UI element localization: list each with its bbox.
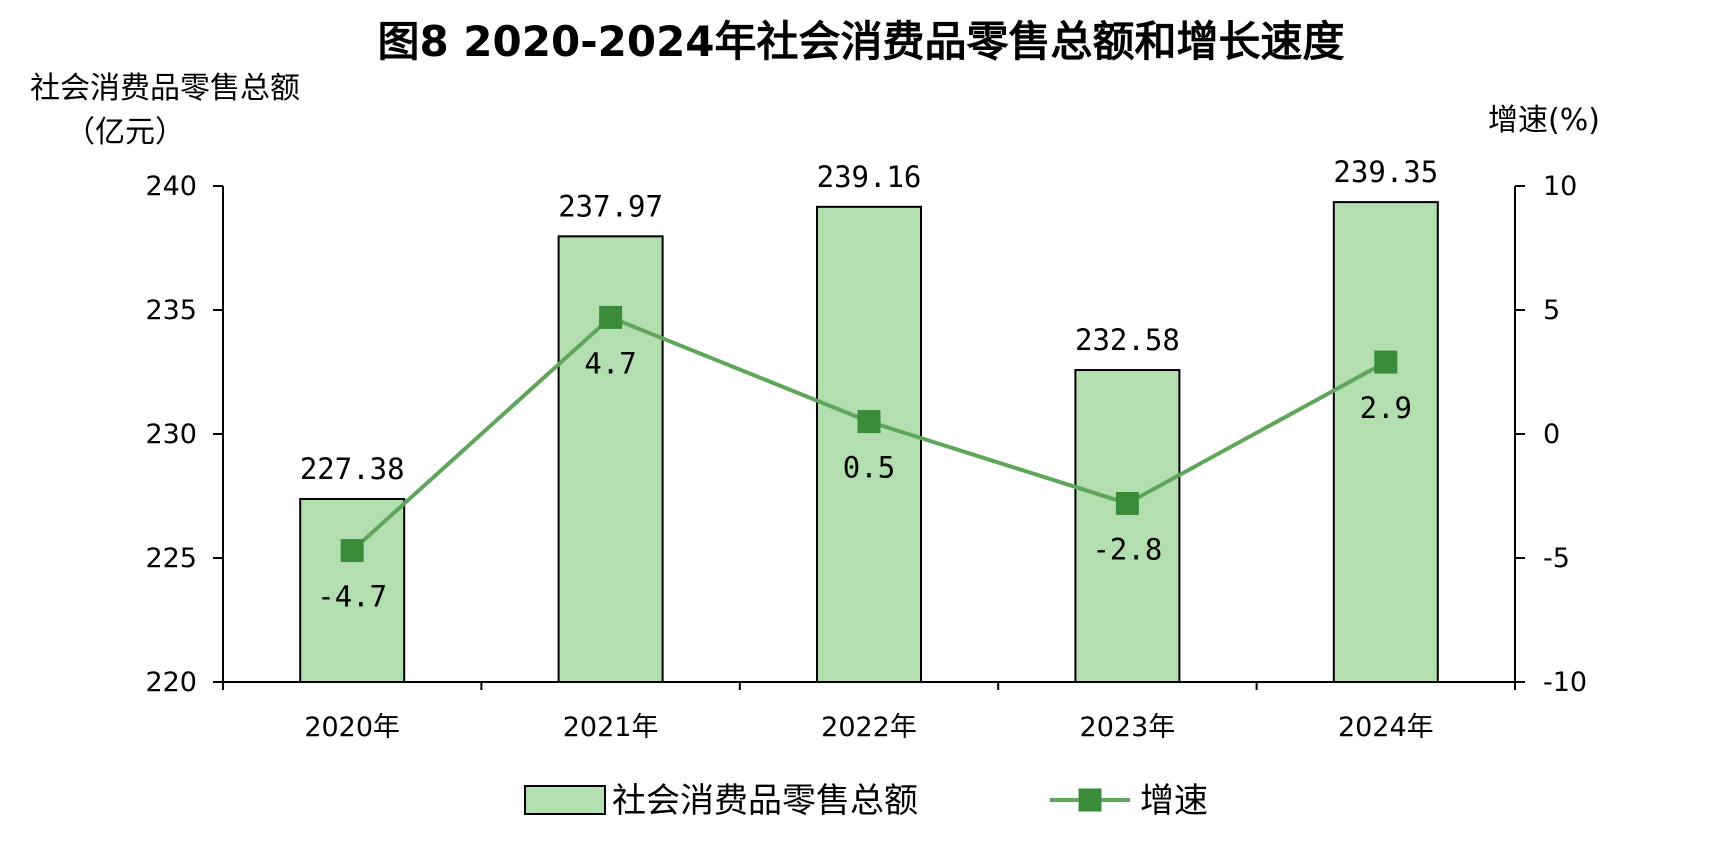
plot-area: 220 225 230 235 240 -10 -5 0 5 10 2020年 2021年 2022年 2… (145, 155, 1587, 743)
y-left-tick-label: 225 (145, 543, 197, 574)
growth-value-label: 2.9 (1360, 391, 1412, 425)
legend-bar-label: 社会消费品零售总额 (612, 781, 918, 821)
y-right-axis-title: 增速(%) (1488, 103, 1600, 138)
bar-value-label: 232.58 (1075, 323, 1180, 357)
bar-value-label: 239.35 (1333, 155, 1438, 189)
y-right-tick-label: -5 (1543, 543, 1570, 574)
x-tick-label: 2022年 (821, 712, 917, 743)
x-tick-label: 2023年 (1080, 712, 1176, 743)
y-right-tick-label: -10 (1543, 667, 1587, 698)
growth-marker (857, 410, 881, 434)
growth-marker (599, 305, 623, 329)
bar-value-label: 227.38 (300, 452, 405, 486)
y-left-tick-label: 230 (145, 419, 197, 450)
growth-marker (1374, 350, 1398, 374)
legend: 社会消费品零售总额 增速 (524, 781, 1208, 821)
bar (299, 497, 406, 684)
y-right-tick-label: 5 (1543, 295, 1560, 326)
y-left-tick-label: 240 (145, 171, 197, 202)
y-right-tick-label: 0 (1543, 419, 1560, 450)
growth-value-label: -2.8 (1092, 532, 1162, 566)
x-tick-label: 2024年 (1338, 712, 1434, 743)
y-left-tick-label: 235 (145, 295, 197, 326)
growth-value-label: 4.7 (584, 346, 636, 380)
bar (557, 235, 664, 683)
x-tick-label: 2021年 (563, 712, 659, 743)
growth-value-label: -4.7 (317, 580, 387, 614)
growth-value-label: 0.5 (843, 451, 895, 485)
bar (1332, 201, 1439, 683)
chart-title: 图8 2020-2024年社会消费品零售总额和增长速度 (377, 17, 1344, 66)
legend-bar-swatch (524, 785, 606, 815)
bar (816, 205, 922, 683)
legend-line-label: 增速 (1140, 781, 1208, 821)
y-left-axis-unit: （亿元） (65, 115, 185, 150)
x-tick-label: 2020年 (304, 712, 400, 743)
y-right-tick-label: 10 (1543, 171, 1577, 202)
growth-marker (340, 539, 364, 563)
y-left-axis-title: 社会消费品零售总额 (30, 71, 300, 106)
bar-value-label: 239.16 (817, 160, 922, 194)
y-left-tick-label: 220 (145, 667, 197, 698)
bar (1074, 369, 1181, 683)
legend-line-marker (1078, 788, 1102, 812)
growth-marker (1115, 491, 1139, 515)
bar-value-label: 237.97 (558, 189, 663, 223)
